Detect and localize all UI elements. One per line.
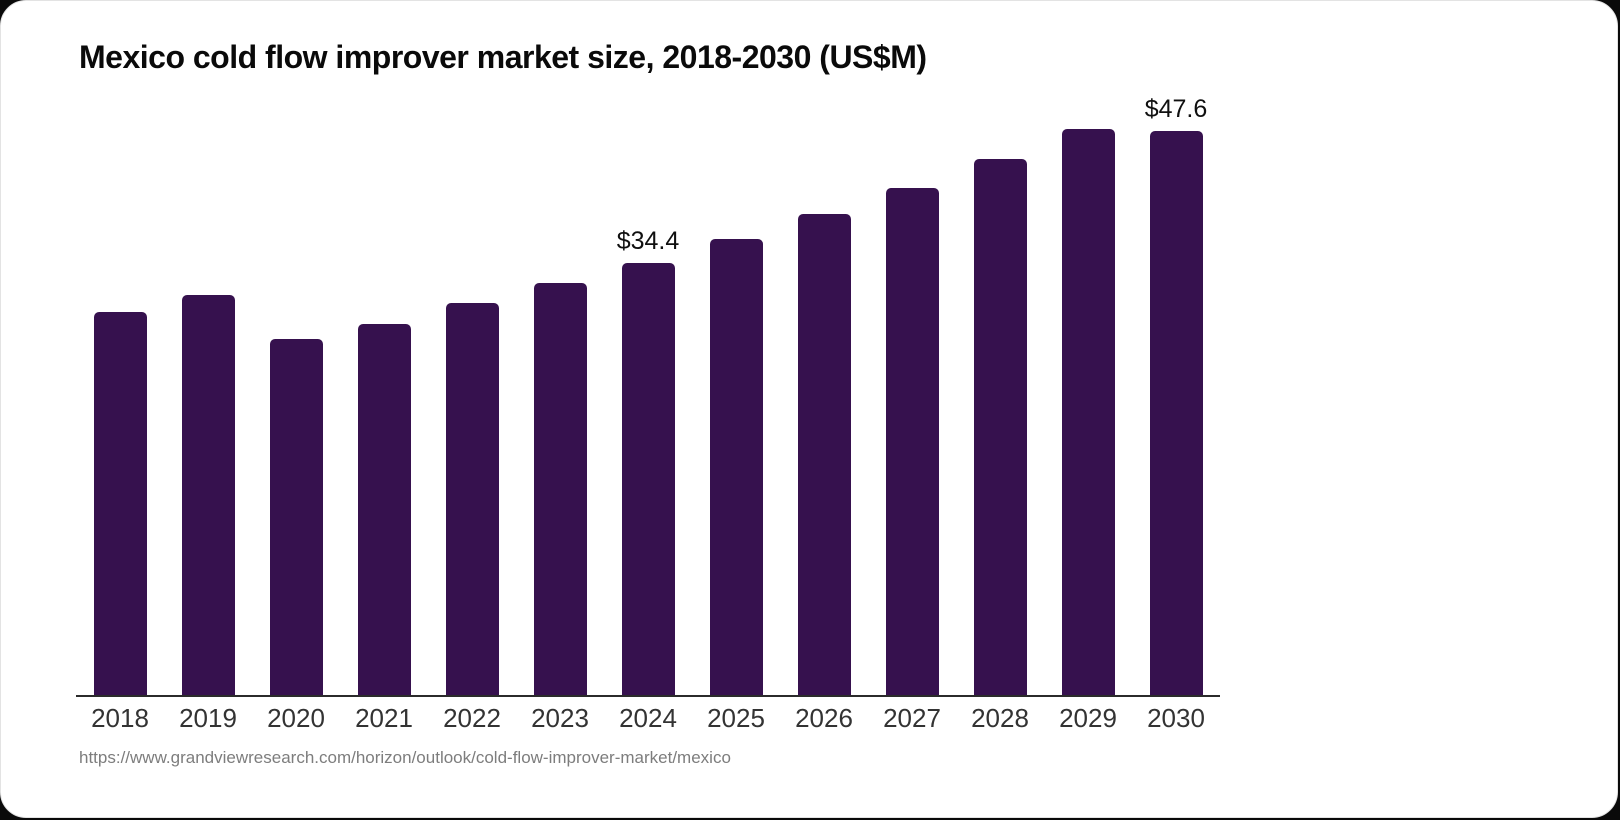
bar [973,159,1027,695]
bar-column [1044,95,1132,695]
bar-column [340,95,428,695]
bar [709,239,763,695]
bar-value-label: $34.4 [616,227,680,255]
x-tick-label: 2026 [795,703,853,733]
x-tick-label: 2028 [971,703,1029,733]
bar-column [252,95,340,695]
x-tick-label: 2022 [443,703,501,733]
x-tick-label: 2018 [91,703,149,733]
plot-area: $34.4 $47.6 [76,95,1220,697]
x-tick-label: 2020 [267,703,325,733]
bar-column [428,95,516,695]
x-tick-label: 2025 [707,703,765,733]
bar-column [780,95,868,695]
bar [621,263,675,695]
bar [269,339,323,695]
bar-column [868,95,956,695]
bar [181,295,235,695]
bar [93,312,147,695]
bar-column [164,95,252,695]
bar-column [516,95,604,695]
bar [797,214,851,695]
bar-column [956,95,1044,695]
x-tick-label: 2024 [619,703,677,733]
x-tick-label: 2019 [179,703,237,733]
x-tick-label: 2029 [1059,703,1117,733]
x-tick-label: 2030 [1147,703,1205,733]
bar-value-label: $47.6 [1144,95,1208,123]
source-url: https://www.grandviewresearch.com/horizo… [79,748,731,767]
bar [885,188,939,695]
bar [533,283,587,695]
bar-column: $34.4 [604,95,692,695]
bar-column [76,95,164,695]
x-tick-label: 2023 [531,703,589,733]
bar [357,324,411,695]
bar-column [692,95,780,695]
bar-column: $47.6 [1132,95,1220,695]
bar [1061,129,1115,695]
x-tick-label: 2027 [883,703,941,733]
x-axis-labels: 2018 2019 2020 2021 2022 2023 2024 2025 2026 2027… [76,703,1220,734]
bar [445,303,499,695]
x-tick-label: 2021 [355,703,413,733]
bar [1149,131,1203,695]
chart-title: Mexico cold flow improver market size, 2… [79,39,927,75]
